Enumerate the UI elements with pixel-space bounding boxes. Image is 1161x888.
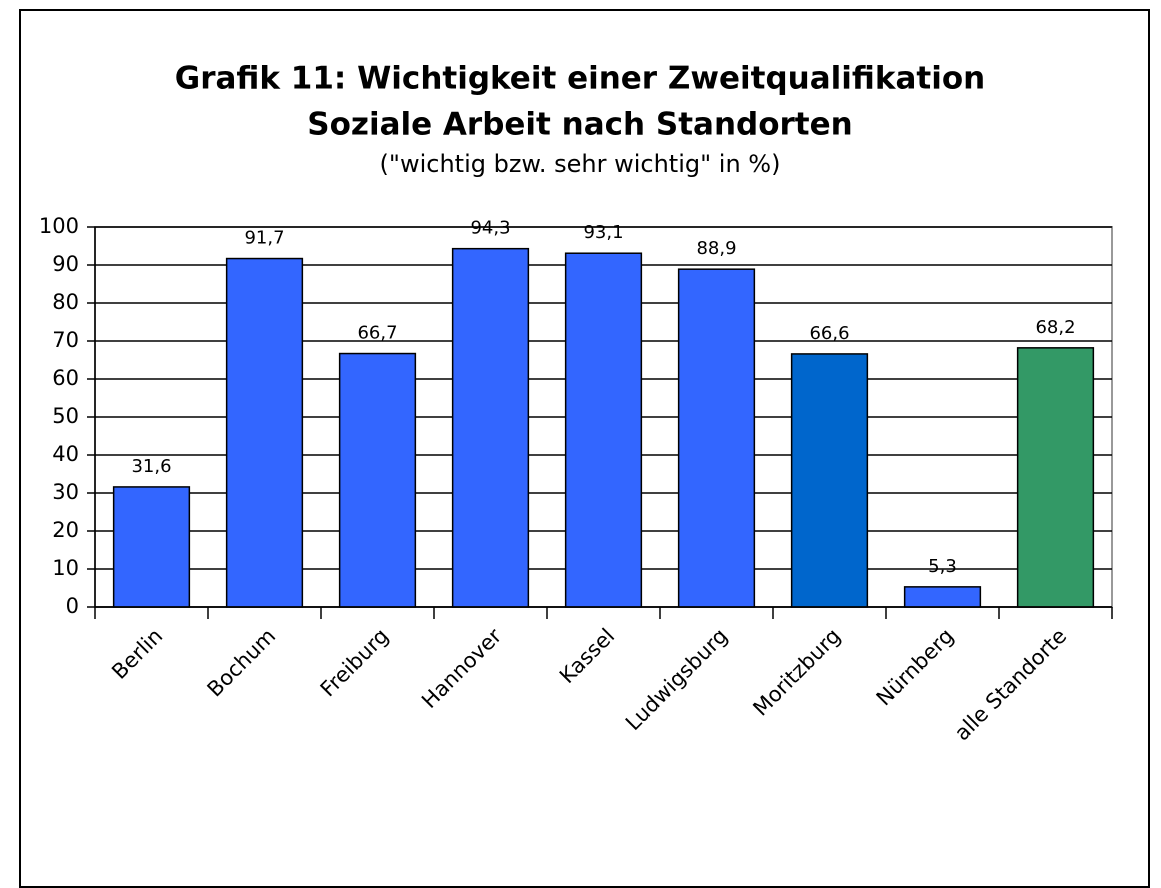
y-tick-label: 0: [66, 594, 79, 618]
y-tick-label: 40: [52, 442, 79, 466]
y-tick-label: 90: [52, 252, 79, 276]
y-tick-label: 50: [52, 404, 79, 428]
value-label: 93,1: [583, 222, 623, 243]
value-label: 66,7: [357, 323, 397, 344]
bar: [903, 586, 982, 608]
value-label: 66,6: [809, 323, 849, 344]
y-tick-label: 80: [52, 290, 79, 314]
chart-subtitle: ("wichtig bzw. sehr wichtig" in %): [380, 150, 781, 178]
y-tick-label: 70: [52, 328, 79, 352]
value-label: 31,6: [131, 456, 171, 477]
chart-title: Soziale Arbeit nach Standorten: [307, 107, 852, 143]
bar: [790, 353, 869, 608]
value-label: 94,3: [470, 218, 510, 239]
bar: [338, 352, 417, 608]
y-tick-label: 100: [39, 214, 79, 238]
y-tick-label: 10: [52, 556, 79, 580]
bar: [451, 247, 530, 608]
chart-title: Grafik 11: Wichtigkeit einer Zweitqualif…: [175, 61, 985, 97]
bar: [112, 486, 191, 608]
y-tick-label: 60: [52, 366, 79, 390]
value-label: 68,2: [1035, 317, 1075, 338]
y-tick-label: 20: [52, 518, 79, 542]
value-label: 88,9: [696, 238, 736, 259]
bar: [677, 268, 756, 608]
value-label: 91,7: [244, 228, 284, 249]
bar: [564, 252, 643, 608]
bar: [1016, 347, 1095, 608]
value-label: 5,3: [928, 556, 957, 577]
y-tick-label: 30: [52, 480, 79, 504]
bar: [225, 257, 304, 608]
